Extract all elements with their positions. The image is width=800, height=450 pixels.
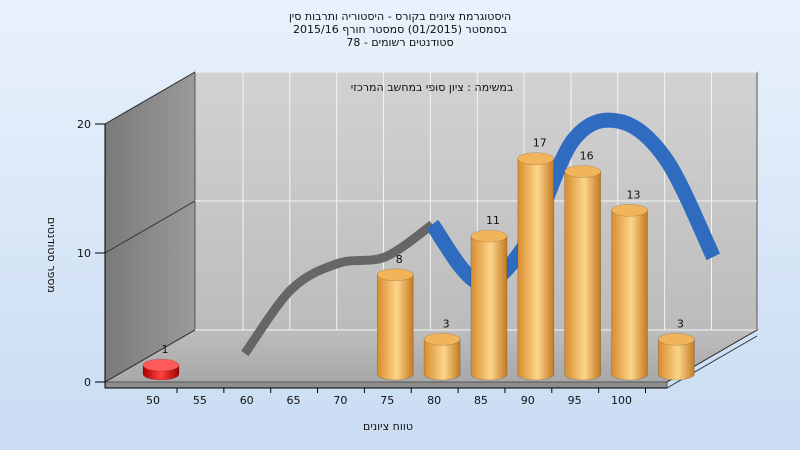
bar: 16	[564, 150, 601, 381]
title-line-1: היסטוגרמת ציונים בקורס - היסטוריה ותרבות…	[288, 10, 512, 23]
y-tick-label: 20	[77, 118, 91, 131]
tick-labels: 0 10 20 50 55 60 65 70 75 80 85 90 95 100	[77, 118, 646, 407]
x-tick-label: 65	[287, 394, 301, 407]
floor-front-edge	[104, 381, 668, 389]
bar-data-label: 16	[580, 150, 594, 163]
title-line-2: בסמסטר (01/2015) סמסטר חורף 2015/16	[293, 23, 507, 36]
y-tick-label: 10	[77, 247, 91, 260]
bar: 13	[611, 188, 648, 381]
bar-top	[470, 229, 508, 243]
bar-data-label: 11	[486, 214, 500, 227]
bar: 11	[470, 214, 508, 381]
bar-top	[658, 332, 695, 346]
curve-segment-gray	[241, 220, 435, 357]
bar-top	[517, 152, 555, 165]
bar-top	[142, 358, 180, 372]
bar-top	[611, 204, 648, 217]
chart-title: היסטוגרמת ציונים בקורס - היסטוריה ותרבות…	[0, 10, 800, 49]
x-tick-label: 100	[611, 394, 632, 407]
x-tick-label: 50	[146, 394, 160, 407]
bar-data-label: 3	[443, 317, 450, 330]
x-tick-label: 70	[333, 394, 347, 407]
bars: 1 8 3 11 17 16 13 3	[142, 137, 695, 381]
bar: 17	[517, 137, 555, 381]
bar-top	[376, 268, 414, 282]
x-tick-label: 80	[427, 394, 441, 407]
bar: 3	[423, 317, 461, 381]
chart-subtitle: במשימה : ציון סופי במחשב המרכזי	[351, 81, 514, 94]
bar-data-label: 3	[677, 317, 684, 330]
grid-line-wall	[104, 329, 196, 383]
y-tick-label: 0	[84, 376, 91, 389]
bar-body	[517, 158, 555, 381]
bar-body	[470, 235, 508, 381]
x-tick-label: 95	[568, 394, 582, 407]
bar-top	[564, 165, 601, 178]
bar: 3	[658, 317, 695, 381]
grid-line-wall	[104, 71, 196, 125]
bar-data-label: 17	[533, 137, 547, 150]
bar-top	[423, 332, 461, 346]
x-axis-label: טווח ציונים	[363, 420, 413, 433]
bar-body	[376, 274, 414, 381]
x-tick-label: 85	[474, 394, 488, 407]
y-axis-label: מספר סטודנטים	[45, 217, 58, 293]
bar: 1	[142, 343, 180, 381]
grid-line-wall	[104, 200, 196, 254]
bar: 8	[376, 253, 414, 381]
bar-data-label: 8	[396, 253, 403, 266]
title-line-3: סטודנטים רשומים - 78	[346, 36, 454, 49]
bar-body	[658, 339, 695, 381]
bar-body	[564, 171, 601, 381]
bar-body	[611, 210, 648, 381]
x-tick-label: 60	[240, 394, 254, 407]
x-tick-label: 55	[193, 394, 207, 407]
bar-body	[423, 339, 461, 381]
x-tick-label: 75	[380, 394, 394, 407]
bar-data-label: 13	[627, 188, 641, 201]
x-tick-label: 90	[521, 394, 535, 407]
bar-data-label: 1	[162, 343, 169, 356]
